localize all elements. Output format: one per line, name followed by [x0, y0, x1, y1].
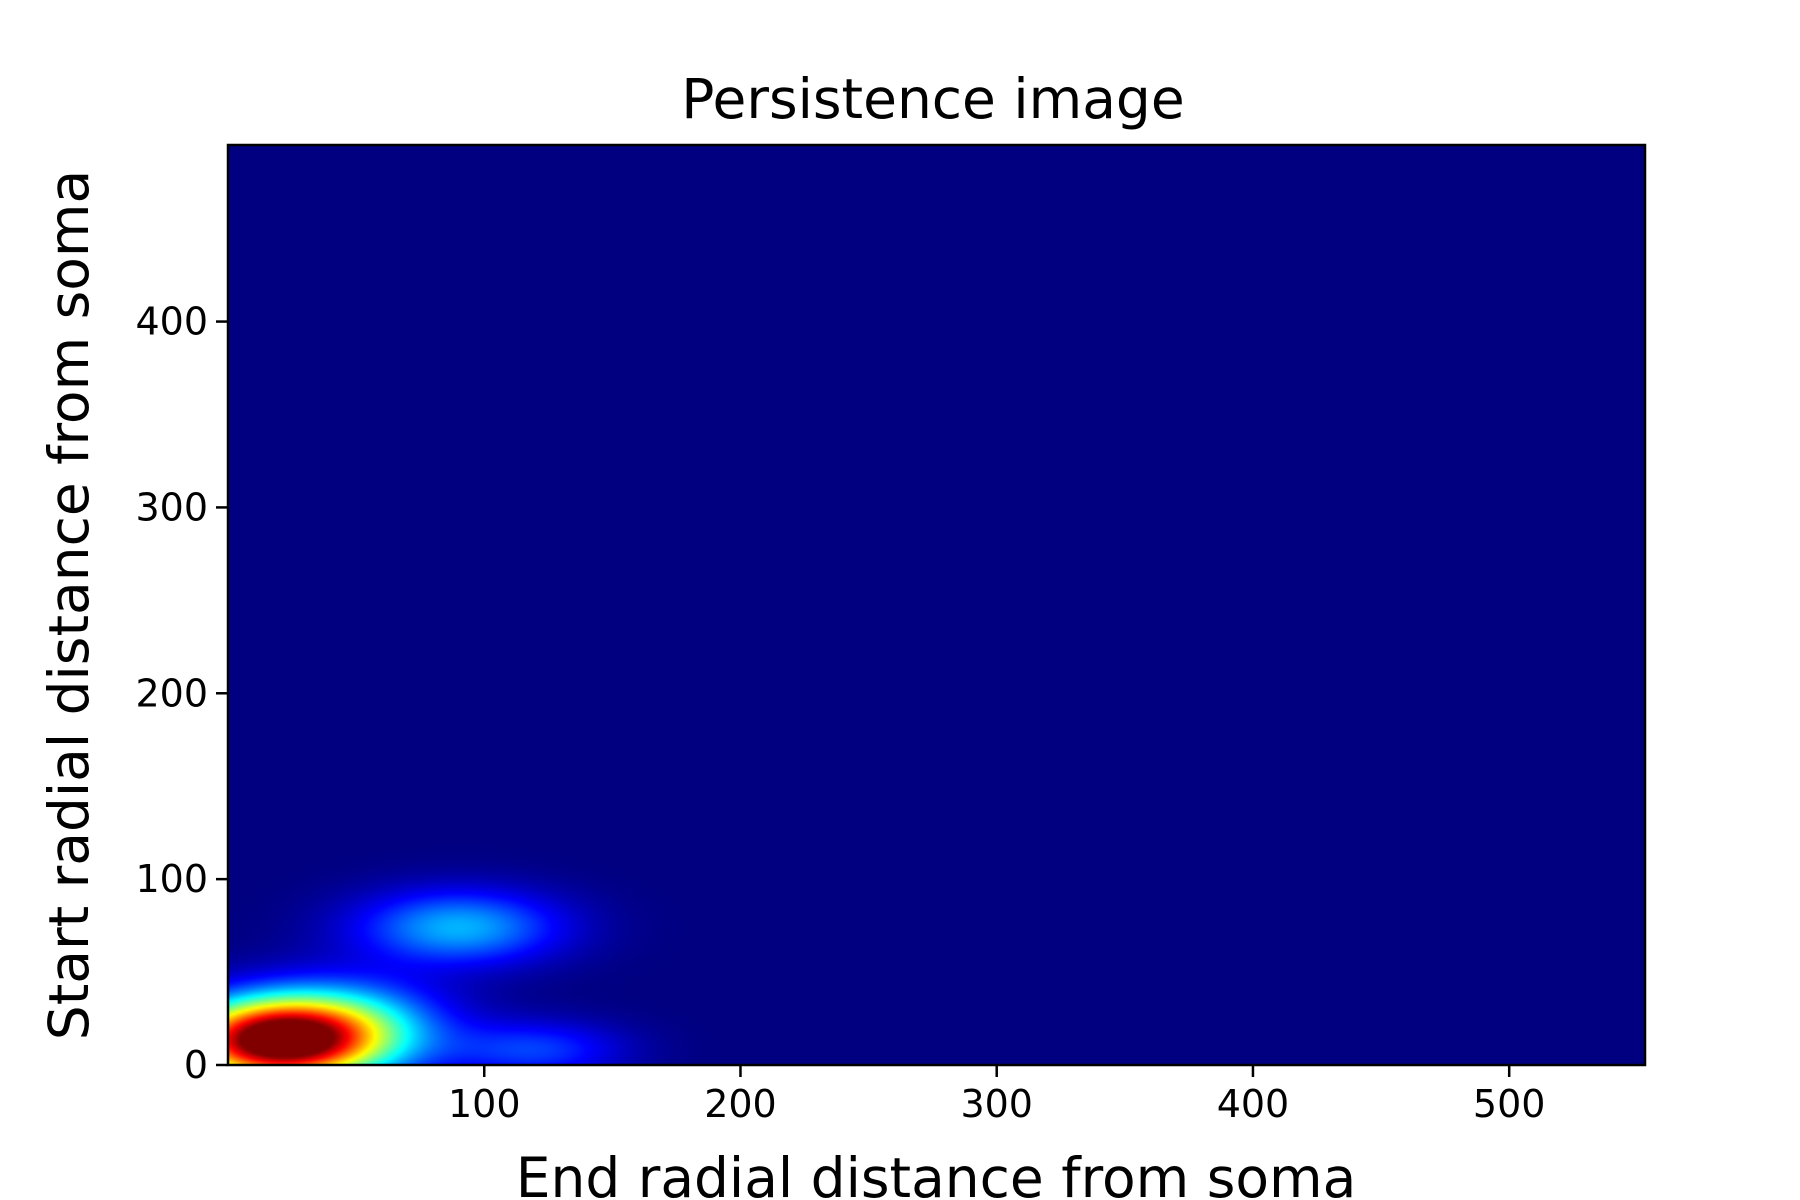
x-tick-label: 400 — [1217, 1082, 1290, 1126]
y-tick-label: 100 — [135, 857, 208, 901]
x-axis-ticks: 100 200 300 400 500 — [448, 1065, 1545, 1126]
y-tick-label: 200 — [135, 671, 208, 715]
y-axis-label: Start radial distance from soma — [37, 170, 101, 1040]
x-tick-label: 500 — [1473, 1082, 1546, 1126]
axes-frame — [226, 143, 1647, 1067]
x-axis-label: End radial distance from soma — [516, 1146, 1357, 1200]
y-tick-label: 300 — [135, 485, 208, 529]
chart-title: Persistence image — [681, 67, 1184, 131]
plot-area — [226, 143, 1647, 1067]
x-tick-label: 300 — [960, 1082, 1033, 1126]
x-tick-label: 100 — [448, 1082, 521, 1126]
heatmap-image — [228, 145, 1645, 1065]
x-tick-label: 200 — [704, 1082, 777, 1126]
y-tick-label: 0 — [184, 1043, 208, 1087]
y-tick-label: 400 — [135, 300, 208, 344]
y-axis-ticks: 0 100 200 300 400 — [135, 300, 228, 1087]
heatmap-image-frame — [228, 145, 1645, 1065]
